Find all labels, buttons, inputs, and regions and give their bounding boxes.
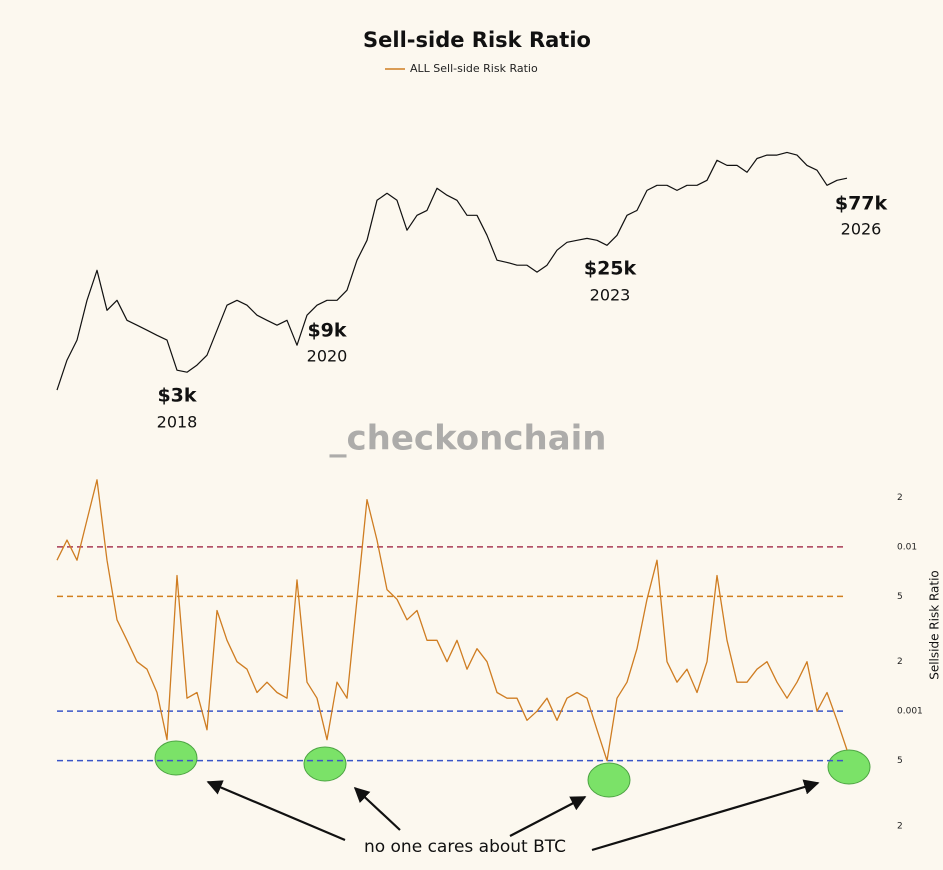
price-annotation: $77k bbox=[835, 193, 888, 215]
y-tick-label: 5 bbox=[897, 592, 903, 602]
y-tick-label: 0.001 bbox=[897, 707, 923, 717]
chart-title: Sell-side Risk Ratio bbox=[363, 28, 591, 52]
year-annotation: 2018 bbox=[157, 413, 198, 432]
y-tick-label: 2 bbox=[897, 822, 903, 832]
price-annotation: $25k bbox=[584, 258, 637, 280]
legend-label: ALL Sell-side Risk Ratio bbox=[410, 62, 538, 75]
arrow bbox=[206, 780, 346, 842]
y-tick-label: 2 bbox=[897, 493, 903, 503]
low-marker bbox=[827, 749, 871, 785]
y-axis-label: Sellside Risk Ratio bbox=[928, 570, 942, 680]
y-tick-label: 0.01 bbox=[897, 542, 917, 552]
year-annotation: 2020 bbox=[307, 347, 348, 366]
callout: no one cares about BTC bbox=[364, 837, 566, 857]
low-marker bbox=[587, 762, 631, 798]
low-markers bbox=[154, 740, 871, 798]
y-tick-label: 5 bbox=[897, 756, 903, 766]
low-marker bbox=[303, 746, 347, 782]
price-annotation: $3k bbox=[157, 385, 196, 407]
low-marker bbox=[154, 740, 198, 776]
arrow bbox=[353, 786, 401, 831]
arrow bbox=[591, 779, 820, 852]
year-annotation: 2026 bbox=[841, 220, 882, 239]
year-annotation: 2023 bbox=[590, 286, 631, 305]
arrow bbox=[509, 796, 587, 837]
annotations: $3k 2018 $9k 2020 $25k 2023 $77k 2026 no… bbox=[157, 193, 888, 858]
series-line bbox=[56, 479, 848, 762]
price-line bbox=[56, 151, 848, 391]
y-tick-label: 2 bbox=[897, 657, 903, 667]
price-annotation: $9k bbox=[307, 320, 346, 342]
watermark: _checkonchain bbox=[330, 419, 607, 459]
arrows bbox=[206, 779, 820, 852]
